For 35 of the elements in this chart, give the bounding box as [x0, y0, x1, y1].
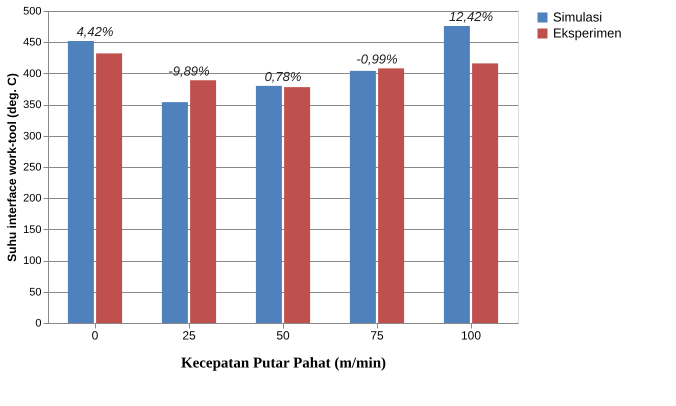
bar: [350, 70, 376, 323]
bar: [162, 102, 188, 323]
y-tick-label: 450: [23, 36, 42, 49]
y-axis-title: Suhu interface work-tool (deg. C): [5, 73, 20, 262]
bar: [190, 80, 216, 323]
x-tick-label: 100: [460, 328, 482, 342]
bar: [472, 63, 498, 323]
y-tick-label: 200: [23, 192, 42, 205]
bar: [444, 26, 470, 323]
y-tick-label: 350: [23, 99, 42, 112]
x-axis-title: Kecepatan Putar Pahat (m/min): [180, 356, 386, 372]
annotation: 4,42%: [76, 24, 114, 39]
legend-label: Eksperimen: [553, 26, 622, 40]
y-tick-label: 150: [23, 224, 42, 236]
annotation: -0,99%: [356, 51, 398, 66]
annotation: 0,78%: [264, 68, 302, 84]
legend-label: Simulasi: [553, 10, 602, 24]
bar: [378, 68, 404, 323]
x-tick-label: 25: [182, 328, 196, 342]
x-tick-label: 75: [370, 328, 384, 342]
bar: [284, 87, 310, 323]
y-tick-label: 50: [29, 286, 42, 298]
bar: [256, 86, 282, 323]
y-tick-label: 250: [23, 162, 42, 174]
bar: [68, 40, 94, 323]
y-tick-label: 100: [23, 255, 42, 268]
annotation: -9,89%: [168, 63, 210, 78]
y-tick-label: 400: [23, 68, 42, 80]
x-tick-label: 50: [276, 328, 290, 342]
y-tick-label: 500: [23, 6, 42, 18]
x-tick-label: 0: [92, 328, 99, 342]
bar: [96, 53, 122, 323]
y-tick-label: 0: [35, 318, 42, 330]
y-tick-label: 300: [23, 130, 42, 142]
annotation: 12,42%: [448, 8, 494, 24]
